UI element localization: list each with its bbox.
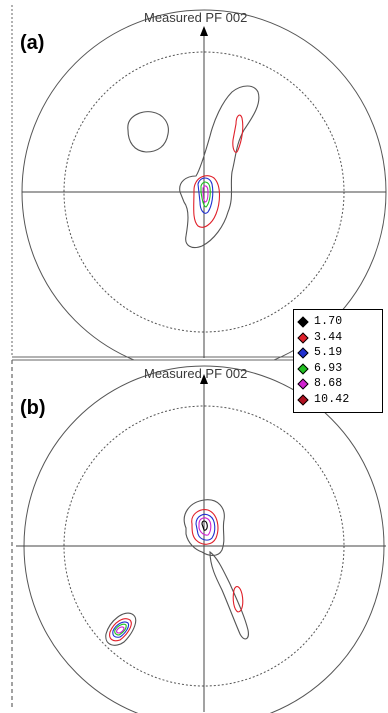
contour-blue-a xyxy=(197,177,214,214)
legend-label: 6.93 xyxy=(314,361,343,375)
contour-legend: 1.70 3.44 5.19 6.93 8.68 10.42 xyxy=(293,309,383,413)
contour-level1-center-b xyxy=(183,499,225,557)
legend-marker-icon xyxy=(298,348,307,357)
panel-label-b: (b) xyxy=(20,397,46,419)
legend-item: 8.68 xyxy=(298,376,382,392)
contour-red-a xyxy=(193,175,221,228)
pole-figure-b: Measured PF 002 (b) xyxy=(11,359,386,713)
contour-black-center-b xyxy=(201,520,208,531)
contour-blue-center-b xyxy=(195,513,216,541)
legend-marker-icon xyxy=(298,395,307,404)
contour-blue-lowerleft-b xyxy=(112,621,130,638)
legend-marker-icon xyxy=(298,333,307,342)
legend-label: 10.42 xyxy=(314,392,350,406)
legend-item: 10.42 xyxy=(298,392,382,408)
legend-marker-icon xyxy=(298,364,307,373)
contour-red-tail-b xyxy=(232,585,244,613)
contour-isolated-a xyxy=(127,111,169,153)
legend-item: 6.93 xyxy=(298,361,382,377)
contour-magenta-lowerleft-b xyxy=(116,626,125,634)
legend-item: 1.70 xyxy=(298,314,382,330)
legend-item: 3.44 xyxy=(298,330,382,346)
panel-label-a: (a) xyxy=(20,32,44,54)
legend-marker-icon xyxy=(298,379,307,388)
contour-red-small-a xyxy=(232,114,244,153)
legend-label: 8.68 xyxy=(314,377,343,391)
contour-green-a xyxy=(200,181,211,208)
legend-item: 5.19 xyxy=(298,345,382,361)
contour-level1-tail-b xyxy=(209,550,249,640)
legend-label: 5.19 xyxy=(314,346,343,360)
legend-label: 1.70 xyxy=(314,315,343,329)
chart-title-b: Measured PF 002 xyxy=(144,366,247,381)
contour-level1-a xyxy=(179,85,260,249)
contour-green-lowerleft-b xyxy=(114,623,127,636)
axis-arrow-b xyxy=(200,374,208,384)
legend-marker-icon xyxy=(298,317,307,326)
contour-level1-lowerleft-b xyxy=(105,612,137,646)
contour-magenta-a xyxy=(202,185,209,203)
pole-figure-a: Measured PF 002 (a) xyxy=(11,5,387,360)
contour-red-center-b xyxy=(191,509,219,545)
legend-label: 3.44 xyxy=(314,330,343,344)
contour-red-lowerleft-b xyxy=(109,618,132,642)
chart-title-a: Measured PF 002 xyxy=(144,10,247,25)
axis-arrow-a xyxy=(200,26,208,36)
contour-magenta-center-b xyxy=(198,517,212,536)
